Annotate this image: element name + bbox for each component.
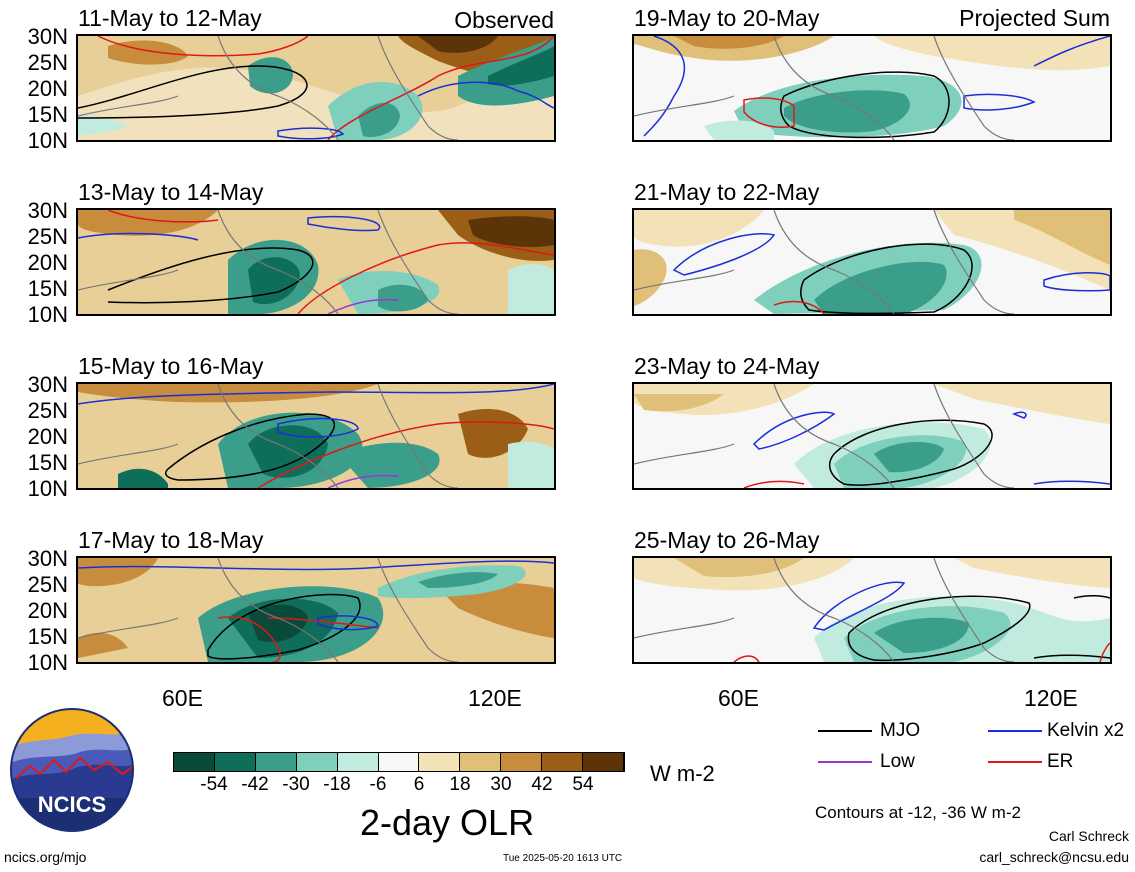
map-panel-projected-3 <box>632 382 1112 490</box>
lat-label: 25N <box>27 398 68 423</box>
lat-label: 25N <box>27 224 68 249</box>
colorbar-swatch <box>296 753 338 771</box>
panel-title: 19-May to 20-May <box>634 5 820 31</box>
lat-label: 15N <box>27 276 68 301</box>
lat-label: 10N <box>27 302 68 327</box>
lon-label-120e: 120E <box>1024 685 1078 711</box>
lat-label: 20N <box>27 250 68 275</box>
lat-label: 25N <box>27 572 68 597</box>
lat-label: 10N <box>27 650 68 675</box>
lat-label: 15N <box>27 450 68 475</box>
colorbar <box>173 752 625 772</box>
colorbar-swatch <box>501 753 543 771</box>
map-panel-projected-2 <box>632 208 1112 316</box>
legend-label-er: ER <box>1047 751 1074 772</box>
lat-label: 30N <box>27 198 68 223</box>
colorbar-swatch <box>378 753 420 771</box>
legend-swatch-kelvin <box>988 730 1042 732</box>
logo-text: NCICS <box>38 792 106 817</box>
panel-title: 21-May to 22-May <box>634 179 820 205</box>
lat-label: 10N <box>27 476 68 501</box>
legend-swatch-mjo <box>818 730 872 732</box>
colorbar-swatch <box>337 753 379 771</box>
colorbar-units: W m-2 <box>650 761 715 786</box>
ncics-logo: NCICS <box>10 708 134 832</box>
panel-title: 11-May to 12-May <box>78 5 262 31</box>
legend-label-mjo: MJO <box>880 720 921 741</box>
lat-label: 20N <box>27 76 68 101</box>
colorbar-tick: -54 <box>200 774 228 795</box>
panel-title: 13-May to 14-May <box>78 179 264 205</box>
legend-swatch-low <box>818 761 872 763</box>
panel-title: 23-May to 24-May <box>634 353 820 379</box>
lon-label-120e: 120E <box>468 685 522 711</box>
panel-title: 15-May to 16-May <box>78 353 264 379</box>
map-panel-observed-4 <box>76 556 556 664</box>
timestamp: Tue 2025-05-20 1613 UTC <box>503 853 623 864</box>
lat-label: 30N <box>27 372 68 397</box>
lat-label: 15N <box>27 102 68 127</box>
lat-label: 30N <box>27 546 68 571</box>
map-panel-observed-1 <box>76 34 556 142</box>
lat-label: 10N <box>27 128 68 153</box>
colorbar-swatch <box>255 753 297 771</box>
colorbar-swatch <box>460 753 502 771</box>
colorbar-swatch <box>214 753 256 771</box>
colorbar-swatch <box>419 753 461 771</box>
lat-label: 25N <box>27 50 68 75</box>
colorbar-swatch <box>174 753 215 771</box>
chart-title: 2-day OLR <box>360 802 535 843</box>
contours-note: Contours at -12, -36 W m-2 <box>815 803 1021 822</box>
legend-swatch-er <box>988 761 1042 763</box>
lon-label-60e: 60E <box>162 685 203 711</box>
panel-tag-projected: Projected Sum <box>959 5 1110 31</box>
colorbar-tick: -42 <box>241 774 269 795</box>
site-url: ncics.org/mjo <box>4 849 87 865</box>
colorbar-tick: 42 <box>531 774 553 795</box>
colorbar-tick: 18 <box>449 774 471 795</box>
map-panel-projected-4 <box>632 556 1112 664</box>
colorbar-tick: 54 <box>572 774 594 795</box>
lat-label: 30N <box>27 24 68 49</box>
map-panel-projected-1 <box>632 34 1112 142</box>
lat-label: 20N <box>27 424 68 449</box>
lat-label: 15N <box>27 624 68 649</box>
map-panel-observed-2 <box>76 208 556 316</box>
colorbar-tick: 6 <box>413 774 425 795</box>
colorbar-tick: -6 <box>369 774 387 795</box>
colorbar-tick: 30 <box>490 774 512 795</box>
author-email: carl_schreck@ncsu.edu <box>979 849 1129 865</box>
panel-tag-observed: Observed <box>454 7 554 33</box>
panel-title: 25-May to 26-May <box>634 527 820 553</box>
colorbar-tick: -30 <box>282 774 310 795</box>
author-name: Carl Schreck <box>1048 828 1129 844</box>
lon-label-60e: 60E <box>718 685 759 711</box>
map-panel-observed-3 <box>76 382 556 490</box>
colorbar-tick: -18 <box>323 774 351 795</box>
panel-title: 17-May to 18-May <box>78 527 264 553</box>
lat-label: 20N <box>27 598 68 623</box>
colorbar-swatch <box>583 753 624 771</box>
legend-label-low: Low <box>880 751 915 772</box>
colorbar-swatch <box>542 753 584 771</box>
legend-label-kelvin: Kelvin x2 <box>1047 720 1125 741</box>
